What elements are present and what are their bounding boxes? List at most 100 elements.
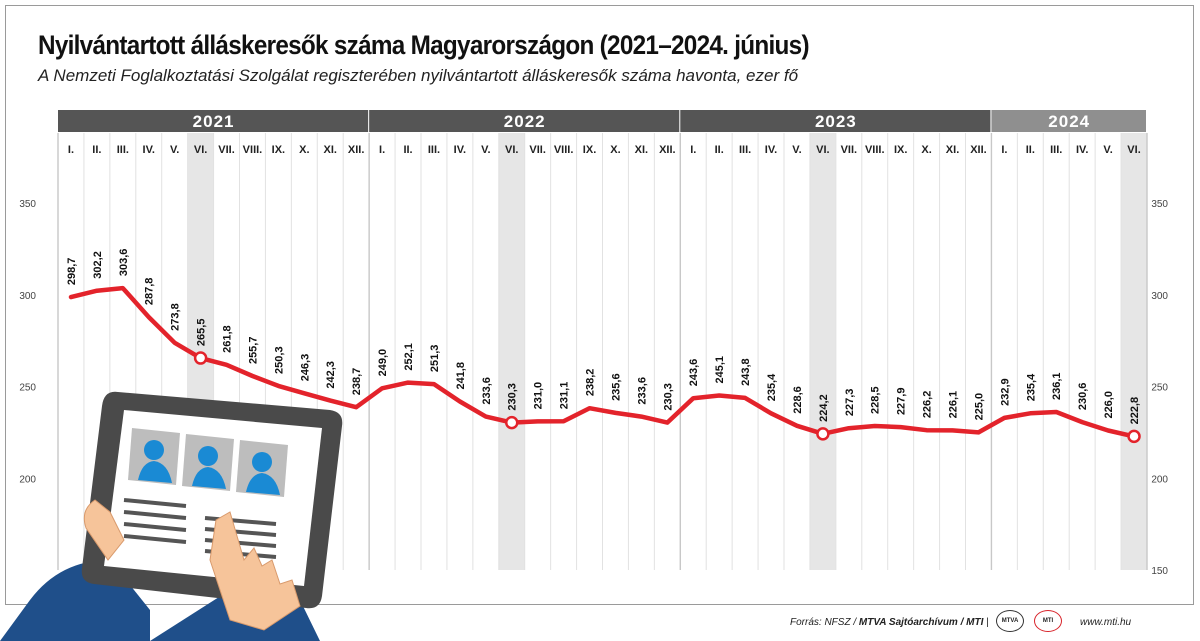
y-tick-label-right: 300 [1151, 291, 1168, 302]
month-label: II. [1026, 144, 1035, 156]
data-label: 303,6 [118, 249, 130, 277]
year-label: 2022 [504, 112, 546, 131]
month-label: V. [481, 144, 490, 156]
month-label: XII. [348, 144, 365, 156]
data-label: 222,8 [1129, 397, 1141, 425]
month-label: VI. [194, 144, 207, 156]
chart-frame [5, 5, 1194, 605]
data-label: 232,9 [999, 378, 1011, 406]
data-label: 245,1 [714, 356, 726, 384]
data-label: 261,8 [222, 325, 234, 353]
month-label: II. [715, 144, 724, 156]
month-label: X. [921, 144, 931, 156]
source-prefix: Forrás: NFSZ / [790, 617, 859, 628]
data-label: 226,0 [1103, 391, 1115, 419]
profile-head [198, 446, 218, 466]
website-link[interactable]: www.mti.hu [1080, 617, 1132, 628]
month-label: IX. [894, 144, 907, 156]
june-column-shade [1121, 133, 1147, 570]
y-tick-label-left: 300 [19, 291, 36, 302]
data-label: 224,2 [818, 394, 830, 422]
profile-body [192, 467, 226, 489]
month-label: III. [428, 144, 440, 156]
data-label: 252,1 [403, 343, 415, 371]
month-label: I. [68, 144, 74, 156]
data-label: 230,3 [507, 383, 519, 411]
y-tick-label-right: 200 [1151, 474, 1168, 485]
profile-head [252, 452, 272, 472]
data-label: 238,7 [351, 368, 363, 396]
data-label: 235,4 [766, 373, 778, 401]
year-bar [369, 110, 680, 132]
data-label: 255,7 [247, 337, 259, 365]
year-label: 2024 [1048, 112, 1090, 131]
data-label: 231,1 [559, 382, 571, 410]
data-label: 251,3 [429, 345, 441, 373]
screen-text-line [123, 510, 187, 520]
month-label: VI. [1127, 144, 1140, 156]
profile-head [144, 440, 164, 460]
month-label: III. [1050, 144, 1062, 156]
month-label: II. [403, 144, 412, 156]
chart-title: Nyilvántartott álláskeresők száma Magyar… [38, 30, 810, 60]
chart-subtitle: A Nemzeti Foglalkoztatási Szolgálat regi… [38, 66, 799, 85]
data-line [68, 285, 1137, 439]
month-label: IX. [272, 144, 285, 156]
month-label: XI. [635, 144, 648, 156]
month-label: VIII. [243, 144, 263, 156]
month-label: VII. [841, 144, 858, 156]
y-tick-label-left: 200 [19, 474, 36, 485]
year-label: 2021 [193, 112, 235, 131]
highlight-marker [193, 351, 208, 365]
data-label: 227,9 [896, 388, 908, 416]
highlight-marker [1127, 429, 1141, 444]
left-hand [83, 499, 125, 561]
june-column-shade [809, 133, 836, 570]
data-label: 233,6 [481, 377, 493, 405]
data-label: 225,0 [973, 393, 985, 421]
june-column-shade [498, 133, 525, 570]
data-label: 287,8 [144, 278, 156, 306]
source-credit: Forrás: NFSZ / MTVA Sajtóarchívum / MTI … [790, 617, 989, 628]
highlight-marker [816, 427, 830, 441]
month-label: III. [739, 144, 751, 156]
data-label: 235,6 [610, 373, 622, 401]
month-label: I. [379, 144, 385, 156]
y-tick-label-left: 350 [19, 199, 36, 210]
data-label: 228,6 [792, 386, 804, 414]
month-label: XII. [659, 144, 676, 156]
data-label: 238,2 [585, 369, 597, 397]
month-label: X. [299, 144, 309, 156]
data-label: 273,8 [170, 303, 182, 331]
data-label: 231,0 [533, 382, 545, 410]
month-label: I. [1001, 144, 1007, 156]
data-label: 246,3 [299, 354, 311, 382]
data-label: 265,5 [196, 319, 208, 347]
month-label: VII. [529, 144, 546, 156]
data-label: 242,3 [325, 361, 337, 389]
month-label: VII. [218, 144, 235, 156]
month-label: V. [792, 144, 801, 156]
data-label: 227,3 [844, 389, 856, 417]
month-label: IV. [1076, 144, 1088, 156]
data-label: 249,0 [377, 349, 389, 377]
y-tick-label-right: 150 [1151, 566, 1168, 577]
data-label: 228,5 [870, 386, 882, 414]
data-label: 230,3 [662, 383, 674, 411]
month-label: VIII. [865, 144, 885, 156]
data-label: 226,1 [948, 391, 960, 419]
data-label: 230,6 [1077, 383, 1089, 411]
y-tick-label-right: 250 [1151, 383, 1168, 394]
data-label: 243,6 [688, 359, 700, 387]
data-label: 235,4 [1025, 373, 1037, 401]
month-label: V. [170, 144, 179, 156]
data-label: 236,1 [1051, 372, 1063, 400]
source-bold: MTVA Sajtóarchívum / MTI [858, 617, 984, 628]
year-bar [680, 110, 991, 132]
y-tick-label-left: 250 [19, 383, 36, 394]
month-label: XII. [970, 144, 987, 156]
mti-logo: MTI [1034, 610, 1062, 632]
month-label: II. [92, 144, 101, 156]
year-label: 2023 [815, 112, 857, 131]
